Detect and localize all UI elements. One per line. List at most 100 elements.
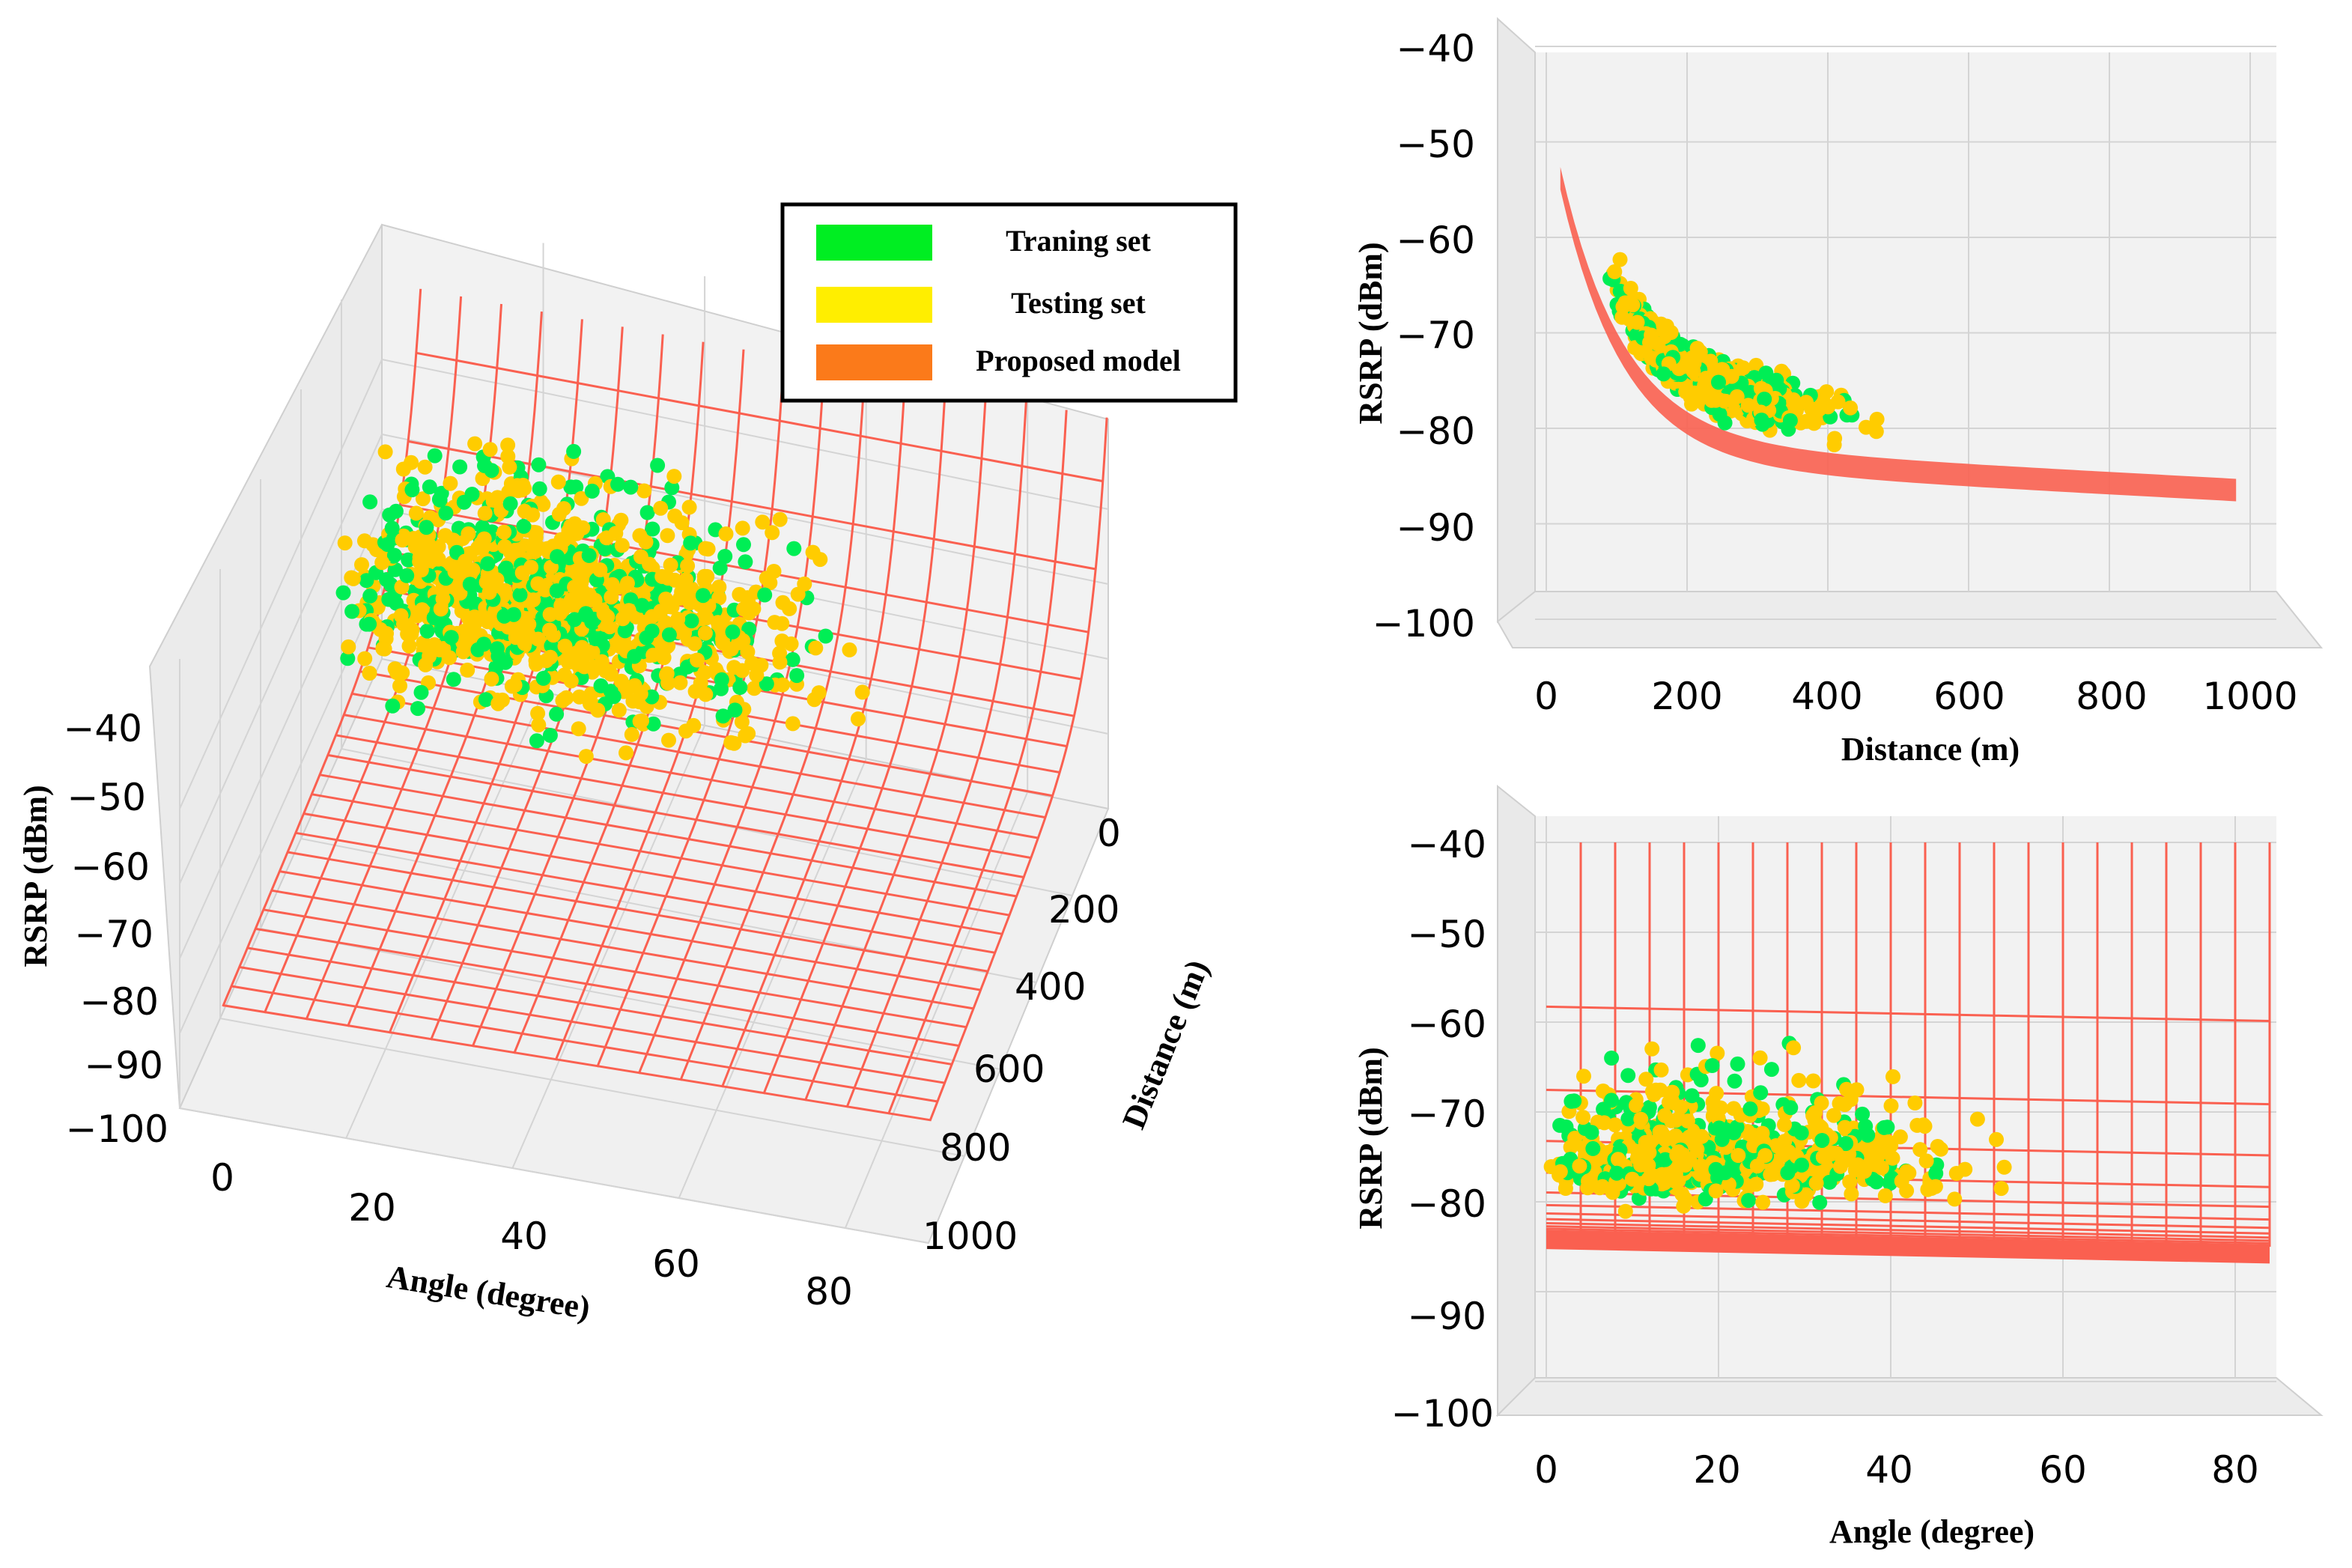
data-point <box>1563 1140 1578 1155</box>
pane-left-dist <box>1497 16 1536 624</box>
data-point <box>393 608 409 624</box>
data-point <box>1969 1111 1985 1127</box>
data-point <box>357 651 373 666</box>
data-point <box>436 641 452 656</box>
scatter-points-3d <box>335 436 870 765</box>
grid-line <box>179 434 383 884</box>
data-point <box>550 549 565 565</box>
data-point <box>512 587 528 603</box>
data-point <box>1844 1186 1859 1202</box>
data-point <box>1791 1072 1807 1088</box>
data-point <box>571 651 587 667</box>
data-point <box>1724 368 1739 384</box>
legend-swatch-testing <box>816 287 932 323</box>
data-point <box>395 461 411 477</box>
data-point <box>497 583 513 598</box>
legend-label-testing: Testing set <box>1011 286 1146 320</box>
grid-line <box>381 359 1109 510</box>
model-wire-line <box>359 670 1053 797</box>
model-wire-line <box>239 966 945 1084</box>
data-point <box>1894 1173 1909 1189</box>
data-point <box>1575 1110 1591 1125</box>
y-tick: −100 <box>1373 602 1475 645</box>
data-point <box>596 606 612 622</box>
data-point <box>535 670 551 686</box>
data-point <box>1704 1058 1720 1073</box>
legend-label-model: Proposed model <box>976 344 1181 377</box>
data-point <box>659 666 675 681</box>
data-point <box>1620 1068 1636 1084</box>
data-point <box>1784 1178 1800 1194</box>
data-point <box>1862 1155 1878 1170</box>
data-point <box>484 671 499 687</box>
data-point <box>496 524 512 540</box>
data-point <box>517 503 532 519</box>
data-point <box>1580 1180 1596 1196</box>
data-point <box>636 483 652 499</box>
data-point <box>1657 1107 1673 1123</box>
data-point <box>584 483 600 499</box>
data-point <box>593 678 609 693</box>
data-point <box>1928 1166 1944 1181</box>
data-point <box>1641 1171 1656 1187</box>
data-point <box>714 672 729 687</box>
data-point <box>1826 1107 1841 1123</box>
data-point <box>507 678 523 693</box>
data-point <box>455 644 471 660</box>
y-tick: −60 <box>1407 1003 1486 1046</box>
data-point <box>661 732 676 748</box>
data-point <box>340 651 356 666</box>
model-wire-line <box>1546 1005 2270 1023</box>
data-point <box>680 558 696 574</box>
data-point <box>1727 1073 1742 1089</box>
data-point <box>460 662 475 678</box>
model-wireframe-3d <box>222 288 1108 1122</box>
data-point <box>1722 1176 1736 1192</box>
data-point <box>395 665 410 681</box>
data-point <box>1769 372 1784 388</box>
data-point <box>1552 1164 1568 1179</box>
model-wire-line <box>368 646 1060 774</box>
y-tick: −40 <box>1407 823 1486 866</box>
data-point <box>556 501 571 517</box>
data-point <box>549 706 565 722</box>
data-point <box>1668 1174 1684 1190</box>
data-point <box>533 494 549 510</box>
data-point <box>1644 1041 1660 1057</box>
data-point <box>1755 1194 1771 1210</box>
data-point <box>1837 1097 1853 1113</box>
data-point <box>1552 1117 1568 1133</box>
data-point <box>614 538 630 553</box>
data-point <box>1989 1131 2004 1147</box>
data-point <box>715 708 731 724</box>
data-point <box>1805 1107 1821 1123</box>
data-point <box>1741 1193 1757 1209</box>
data-point <box>603 666 619 682</box>
data-point <box>1708 1183 1724 1199</box>
data-point <box>654 568 670 584</box>
data-point <box>789 668 805 684</box>
data-point <box>1812 1194 1828 1210</box>
data-point <box>1698 371 1714 386</box>
data-point <box>341 639 356 654</box>
data-point <box>642 556 657 572</box>
data-point <box>1909 1117 1925 1133</box>
data-point <box>681 581 697 597</box>
data-point <box>1641 1145 1657 1161</box>
data-point <box>812 552 828 568</box>
data-point <box>412 550 428 565</box>
data-point <box>1892 1129 1908 1145</box>
data-point <box>1632 344 1648 360</box>
data-point <box>1799 395 1814 410</box>
data-point <box>1680 1113 1695 1128</box>
data-point <box>1642 335 1657 350</box>
x-ticks-3d: 0 20 40 60 80 <box>210 1156 853 1313</box>
grid-3d <box>179 243 1109 1244</box>
data-point <box>1730 1148 1746 1163</box>
data-point <box>1752 1050 1768 1066</box>
y-tick: −70 <box>1396 314 1475 357</box>
y-tick: −80 <box>1407 1182 1486 1226</box>
data-point <box>532 481 547 496</box>
model-wire-line <box>1546 1232 2270 1249</box>
data-point <box>1777 1134 1793 1149</box>
